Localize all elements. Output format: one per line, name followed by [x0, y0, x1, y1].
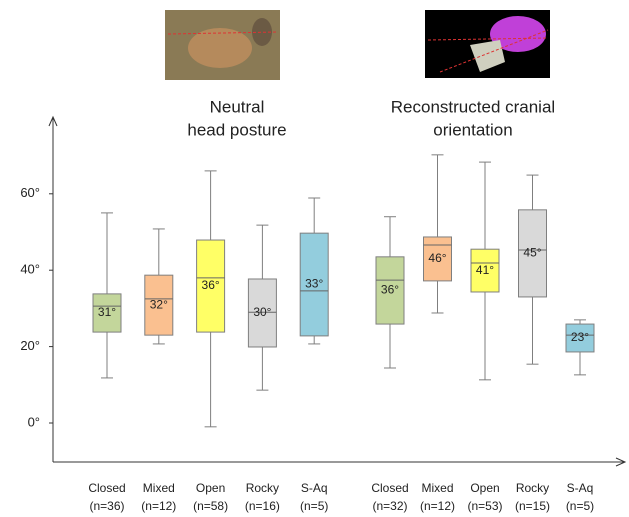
n-label: (n=53) [467, 499, 502, 513]
n-label: (n=12) [420, 499, 455, 513]
x-tick-label: Rocky [246, 481, 279, 495]
x-tick-label: S-Aq [567, 481, 594, 495]
n-label: (n=5) [566, 499, 594, 513]
x-tick-label: Closed [88, 481, 125, 495]
x-tick-label: Open [470, 481, 499, 495]
value-label: 46° [428, 251, 446, 265]
x-tick-label: Mixed [143, 481, 175, 495]
value-label: 31° [98, 305, 116, 319]
n-label: (n=36) [89, 499, 124, 513]
n-label: (n=15) [515, 499, 550, 513]
value-label: 32° [150, 297, 168, 311]
photo-left [165, 10, 280, 80]
group-title: orientation [433, 120, 512, 139]
x-tick-label: Rocky [516, 481, 549, 495]
y-tick-label: 0° [28, 414, 40, 429]
n-label: (n=32) [372, 499, 407, 513]
n-label: (n=58) [193, 499, 228, 513]
value-label: 36° [202, 278, 220, 292]
y-tick-label: 20° [20, 338, 40, 353]
group-title: Neutral [210, 97, 265, 116]
group-title: head posture [187, 120, 286, 139]
value-label: 33° [305, 277, 323, 291]
x-tick-label: Mixed [421, 481, 453, 495]
group-title: Reconstructed cranial [391, 97, 555, 116]
value-label: 23° [571, 330, 589, 344]
y-tick-label: 40° [20, 262, 40, 277]
value-label: 36° [381, 283, 399, 297]
value-label: 41° [476, 263, 494, 277]
page: 0° 20° 40° 60° Neutral head posture Closed (n=3… [0, 0, 629, 517]
chart: 0° 20° 40° 60° Neutral head posture Closed (n=3… [0, 0, 629, 517]
photo-right [425, 10, 550, 78]
value-label: 45° [523, 246, 541, 260]
x-tick-label: S-Aq [301, 481, 328, 495]
y-tick-label: 60° [20, 185, 40, 200]
x-tick-label: Open [196, 481, 225, 495]
value-label: 30° [253, 305, 271, 319]
n-label: (n=12) [141, 499, 176, 513]
n-label: (n=16) [245, 499, 280, 513]
x-tick-label: Closed [371, 481, 408, 495]
n-label: (n=5) [300, 499, 328, 513]
